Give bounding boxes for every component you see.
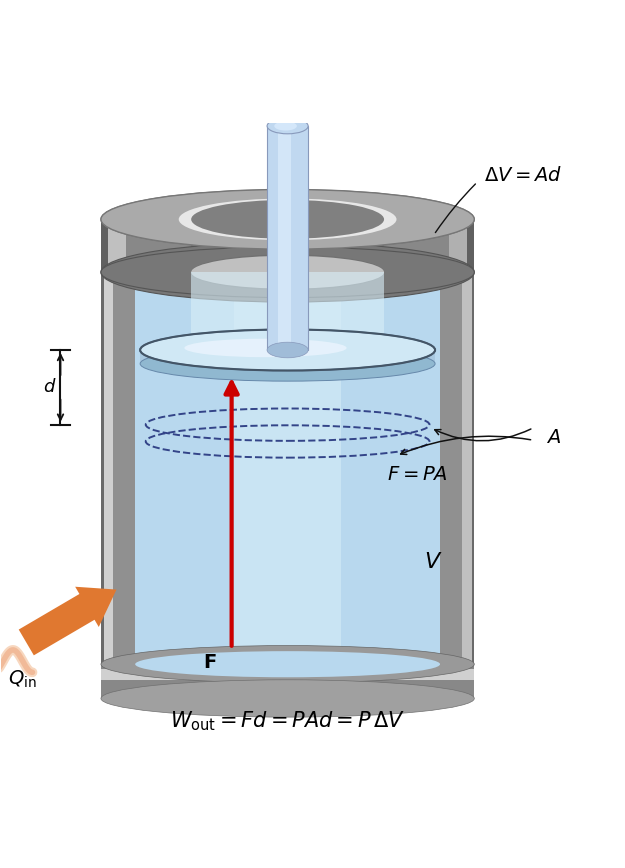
Ellipse shape	[153, 196, 422, 242]
Polygon shape	[449, 220, 474, 273]
Polygon shape	[101, 273, 113, 664]
Ellipse shape	[177, 200, 398, 240]
Polygon shape	[467, 220, 474, 273]
Ellipse shape	[101, 247, 474, 298]
Polygon shape	[278, 126, 291, 350]
Polygon shape	[101, 664, 474, 699]
Ellipse shape	[158, 197, 418, 241]
Ellipse shape	[162, 198, 412, 241]
Ellipse shape	[191, 201, 384, 237]
Ellipse shape	[101, 189, 474, 249]
Ellipse shape	[140, 346, 435, 381]
Ellipse shape	[101, 646, 474, 683]
Polygon shape	[267, 126, 308, 350]
Text: $V$: $V$	[424, 551, 443, 571]
Text: $W_\mathrm{out} = Fd = PAd = P\,\Delta V$: $W_\mathrm{out} = Fd = PAd = P\,\Delta V…	[170, 710, 405, 733]
Text: $F = PA$: $F = PA$	[387, 465, 448, 484]
Ellipse shape	[172, 199, 403, 240]
Ellipse shape	[124, 193, 451, 246]
Polygon shape	[229, 350, 347, 364]
Polygon shape	[101, 273, 135, 664]
Text: $d$: $d$	[43, 378, 57, 397]
Polygon shape	[234, 273, 341, 664]
Ellipse shape	[101, 242, 474, 302]
Ellipse shape	[191, 201, 384, 237]
Ellipse shape	[106, 190, 469, 248]
Ellipse shape	[134, 194, 441, 245]
Text: $A$: $A$	[546, 428, 561, 447]
Ellipse shape	[186, 201, 389, 238]
Ellipse shape	[140, 330, 435, 371]
Ellipse shape	[135, 651, 440, 677]
Ellipse shape	[144, 195, 431, 244]
Ellipse shape	[101, 189, 474, 249]
Polygon shape	[101, 220, 126, 273]
Ellipse shape	[267, 342, 308, 358]
Polygon shape	[471, 273, 474, 664]
Ellipse shape	[101, 680, 474, 717]
FancyArrow shape	[19, 587, 116, 655]
Ellipse shape	[101, 189, 474, 249]
Polygon shape	[140, 350, 435, 364]
Ellipse shape	[115, 191, 460, 247]
Polygon shape	[101, 220, 108, 273]
Polygon shape	[440, 273, 474, 664]
Polygon shape	[101, 220, 474, 273]
Ellipse shape	[129, 194, 446, 246]
Ellipse shape	[168, 198, 408, 240]
Ellipse shape	[148, 196, 427, 243]
Ellipse shape	[182, 201, 394, 239]
Polygon shape	[101, 273, 104, 664]
Ellipse shape	[179, 199, 396, 240]
Polygon shape	[462, 273, 474, 664]
Polygon shape	[191, 273, 384, 350]
Ellipse shape	[274, 122, 297, 130]
Polygon shape	[101, 669, 474, 680]
Ellipse shape	[267, 118, 308, 134]
Ellipse shape	[184, 339, 347, 358]
Ellipse shape	[191, 200, 384, 239]
Text: $\mathbf{F}$: $\mathbf{F}$	[203, 653, 217, 672]
Ellipse shape	[191, 254, 384, 290]
Ellipse shape	[111, 191, 465, 248]
Ellipse shape	[120, 192, 455, 247]
Text: $\Delta V = Ad$: $\Delta V = Ad$	[484, 167, 562, 185]
Ellipse shape	[191, 256, 384, 289]
Polygon shape	[135, 273, 440, 664]
Text: $Q_\mathrm{in}$: $Q_\mathrm{in}$	[8, 669, 36, 690]
Polygon shape	[191, 220, 384, 273]
Ellipse shape	[139, 194, 436, 244]
